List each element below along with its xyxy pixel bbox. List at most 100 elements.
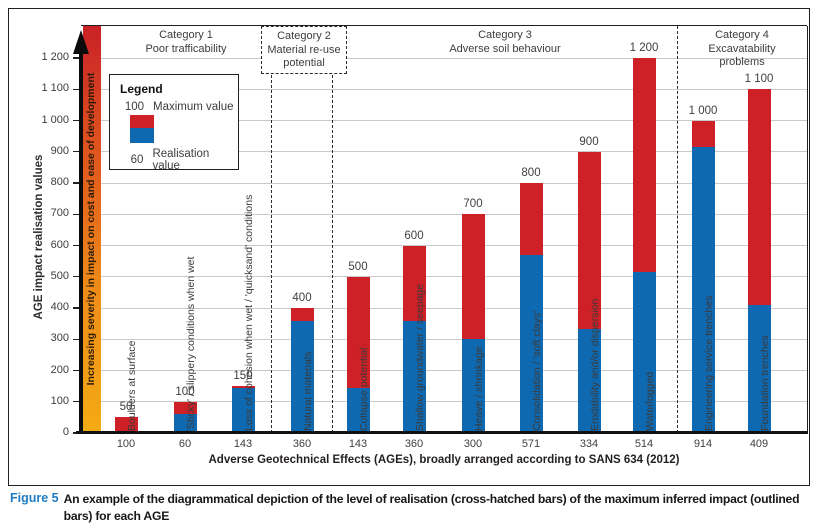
category-divider-1	[271, 70, 273, 433]
bar-max-label-10: 1 200	[629, 42, 659, 54]
y-tick-label-1100: 1 100	[41, 82, 69, 95]
bar-max-segment	[231, 386, 255, 389]
bar-realisation-segment	[747, 305, 771, 433]
y-tick-mark-200	[73, 369, 81, 372]
bar-10	[632, 58, 656, 433]
bar-realisation-segment	[577, 328, 601, 433]
y-tick-label-500: 500	[50, 269, 69, 282]
bar-6	[402, 245, 426, 433]
bar-age-label-2: 'Sticky' / slippery conditions when wet	[185, 256, 197, 431]
gridline-1000	[81, 120, 807, 121]
category-divider-3	[677, 26, 679, 433]
bar-max-label-5: 500	[348, 260, 368, 273]
category-header-3: Category 3 Adverse soil behaviour	[395, 29, 615, 56]
bar-realisation-segment	[402, 320, 426, 433]
bar-x-value-label-1: 100	[116, 438, 136, 450]
bar-8	[519, 183, 543, 433]
bar-age-label-6: Shallow groundwater / seepage	[414, 283, 426, 431]
bar-age-label-5: Collapse potential	[358, 347, 370, 431]
legend-item-maximum: 100 Maximum value	[120, 101, 238, 113]
gridline-300	[81, 338, 807, 340]
y-tick-label-600: 600	[50, 238, 69, 251]
bar-x-value-label-9: 334	[579, 438, 599, 450]
figure-caption-number: Figure 5	[10, 491, 59, 505]
bar-max-label-7: 700	[463, 198, 483, 211]
bar-max-label-4: 400	[292, 292, 312, 304]
y-tick-label-1200: 1 200	[41, 51, 69, 63]
gridline-1200	[81, 57, 807, 59]
y-tick-label-400: 400	[50, 301, 69, 313]
bar-3	[231, 386, 255, 433]
legend-box: Legend 100 Maximum value 60 Realisation …	[109, 74, 239, 172]
category-name: Category 3	[478, 29, 532, 41]
bar-7	[461, 214, 485, 433]
bar-max-label-11: 1 000	[688, 104, 718, 117]
bar-age-label-9: Erodability and/or dispersion	[589, 298, 601, 432]
legend-swatch-maximum	[130, 115, 154, 128]
bar-realisation-segment	[173, 414, 197, 433]
category-header-2: Category 2 Material re-use potential	[261, 26, 347, 74]
bar-11	[691, 120, 715, 433]
y-tick-mark-700	[73, 213, 81, 215]
bar-x-value-label-11: 914	[693, 438, 713, 450]
bar-x-value-label-12: 409	[749, 438, 769, 450]
severity-gradient-bar: Increasing severity in impact on cost an…	[83, 26, 101, 433]
category-subtitle: Excavatability problems	[708, 42, 776, 69]
figure-caption-text: An example of the diagrammatical depicti…	[63, 492, 800, 523]
y-tick-mark-100	[73, 401, 81, 403]
bar-x-value-label-5: 143	[348, 438, 368, 450]
bar-realisation-segment	[519, 254, 543, 433]
bar-1	[114, 417, 138, 433]
bar-realisation-segment	[632, 272, 656, 433]
bar-age-label-3: Loss of cohesion when wet / 'quicksand' …	[243, 194, 255, 431]
bar-max-label-6: 600	[404, 229, 424, 242]
y-tick-label-800: 800	[50, 176, 69, 188]
bar-max-label-9: 900	[579, 135, 599, 148]
bar-12	[747, 89, 771, 433]
bar-age-label-10: Waterlogged	[644, 371, 656, 431]
gridline-1100	[81, 88, 807, 90]
y-tick-label-200: 200	[50, 363, 69, 376]
legend-label-maximum: Maximum value	[153, 101, 234, 113]
y-tick-mark-1000	[73, 119, 81, 122]
bar-realisation-segment	[290, 320, 314, 433]
y-tick-mark-300	[73, 338, 81, 340]
bar-realisation-segment	[231, 388, 255, 433]
bar-2	[173, 401, 197, 433]
gridline-500	[81, 276, 807, 278]
x-axis-baseline	[76, 431, 808, 434]
bar-x-value-label-3: 143	[233, 438, 253, 450]
y-tick-label-700: 700	[50, 207, 69, 220]
plot-right-border	[806, 26, 808, 433]
y-tick-label-100: 100	[50, 394, 69, 407]
bar-max-label-8: 800	[521, 167, 541, 179]
bar-5	[346, 276, 370, 433]
legend-title: Legend	[120, 82, 163, 96]
y-tick-mark-800	[73, 182, 81, 184]
plot-top-border	[81, 25, 807, 27]
bar-max-segment	[173, 401, 197, 415]
category-subtitle: Poor trafficability	[145, 42, 227, 55]
bar-4	[290, 308, 314, 433]
bar-max-segment	[461, 214, 485, 340]
x-axis-title: Adverse Geotechnical Effects (AGEs), bro…	[208, 454, 680, 466]
bar-x-value-label-2: 60	[178, 438, 192, 450]
y-tick-label-0: 0	[62, 426, 69, 438]
gridline-200	[81, 370, 807, 371]
category-divider-2	[332, 70, 334, 433]
category-subtitle: Adverse soil behaviour	[449, 42, 561, 55]
bar-9	[577, 151, 601, 433]
bar-x-value-label-10: 514	[634, 438, 654, 450]
bar-max-segment	[290, 308, 314, 321]
bar-age-label-12: Foundation trenches	[759, 335, 771, 431]
severity-arrow-head-icon	[73, 30, 89, 54]
bar-age-label-4: Natural materials	[302, 351, 314, 431]
category-header-4: Category 4 Excavatability problems	[686, 29, 798, 70]
gridline-800	[81, 182, 807, 184]
plot-area: Increasing severity in impact on cost an…	[41, 25, 808, 450]
gridline-600	[81, 245, 807, 246]
gridline-400	[81, 307, 807, 309]
category-name: Category 1	[159, 29, 213, 41]
y-tick-mark-400	[73, 307, 81, 309]
